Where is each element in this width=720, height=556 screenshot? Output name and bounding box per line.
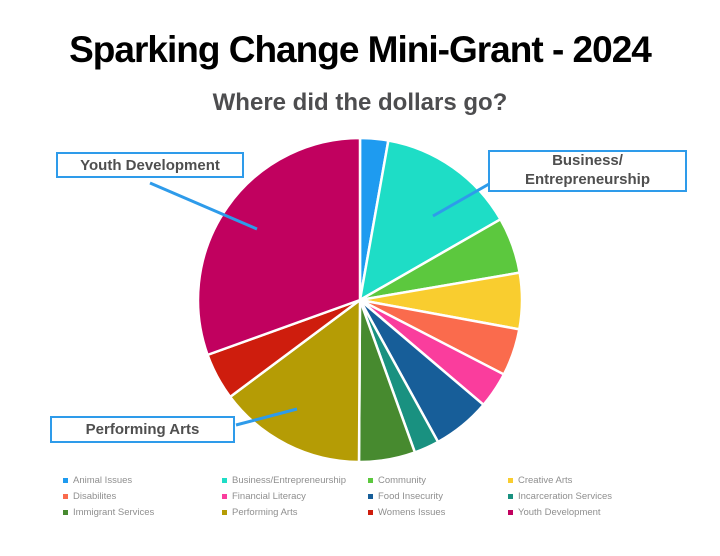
leader-line-business-entrepreneurship (432, 182, 490, 218)
legend-swatch-food-insecurity (368, 493, 373, 499)
legend-label-immigrant-services: Immigrant Services (73, 506, 155, 518)
legend-swatch-disabilites (63, 493, 68, 499)
legend-item-business-entrepreneurship: Business/Entrepreneurship (222, 474, 368, 486)
legend-swatch-financial-literacy (222, 493, 227, 499)
legend-item-performing-arts: Performing Arts (222, 506, 368, 518)
legend-item-incarceration-services: Incarceration Services (508, 490, 612, 502)
legend-item-food-insecurity: Food Insecurity (368, 490, 508, 502)
legend-item-disabilites: Disabilites (63, 490, 222, 502)
legend-swatch-performing-arts (222, 509, 227, 515)
leader-line-performing-arts (235, 407, 298, 427)
legend-label-creative-arts: Creative Arts (518, 474, 573, 486)
legend-swatch-creative-arts (508, 477, 513, 483)
legend-swatch-incarceration-services (508, 493, 513, 499)
legend-item-womens-issues: Womens Issues (368, 506, 508, 518)
pie-slice-youth-development (196, 136, 362, 357)
legend-swatch-womens-issues (368, 509, 373, 515)
callout-business-entrepreneurship-label: Business/ Entrepreneurship (524, 152, 651, 188)
page-title: Sparking Change Mini-Grant - 2024 (69, 29, 652, 70)
legend-swatch-community (368, 477, 373, 483)
legend-swatch-business-entrepreneurship (222, 477, 227, 483)
page-subtitle: Where did the dollars go? (212, 89, 508, 116)
callout-youth-development-label: Youth Development (80, 156, 220, 174)
legend-label-youth-development: Youth Development (518, 506, 601, 518)
legend-swatch-animal-issues (63, 477, 68, 483)
legend-label-business-entrepreneurship: Business/Entrepreneurship (232, 474, 347, 486)
chart-legend: Animal Issues Business/Entrepreneurship Co… (63, 474, 612, 518)
legend-swatch-youth-development (508, 509, 513, 515)
legend-label-disabilites: Disabilites (73, 490, 117, 502)
legend-item-animal-issues: Animal Issues (63, 474, 222, 486)
pie-slice-business-entrepreneurship (358, 139, 502, 302)
legend-label-animal-issues: Animal Issues (73, 474, 133, 486)
legend-item-creative-arts: Creative Arts (508, 474, 612, 486)
legend-item-youth-development: Youth Development (508, 506, 612, 518)
legend-label-incarceration-services: Incarceration Services (518, 490, 612, 502)
legend-item-immigrant-services: Immigrant Services (63, 506, 222, 518)
legend-item-financial-literacy: Financial Literacy (222, 490, 368, 502)
legend-swatch-immigrant-services (63, 509, 68, 515)
leader-line-youth-development (149, 181, 258, 231)
callout-performing-arts: Performing Arts (50, 416, 235, 443)
legend-label-financial-literacy: Financial Literacy (232, 490, 306, 502)
legend-label-performing-arts: Performing Arts (232, 506, 298, 518)
legend-item-community: Community (368, 474, 508, 486)
callout-business-entrepreneurship: Business/ Entrepreneurship (488, 150, 687, 192)
callout-performing-arts-label: Performing Arts (85, 421, 200, 438)
callout-youth-development: Youth Development (56, 152, 244, 178)
legend-label-food-insecurity: Food Insecurity (378, 490, 443, 502)
legend-label-community: Community (378, 474, 427, 486)
pie-slice-performing-arts (228, 298, 362, 464)
legend-label-womens-issues: Womens Issues (378, 506, 446, 518)
